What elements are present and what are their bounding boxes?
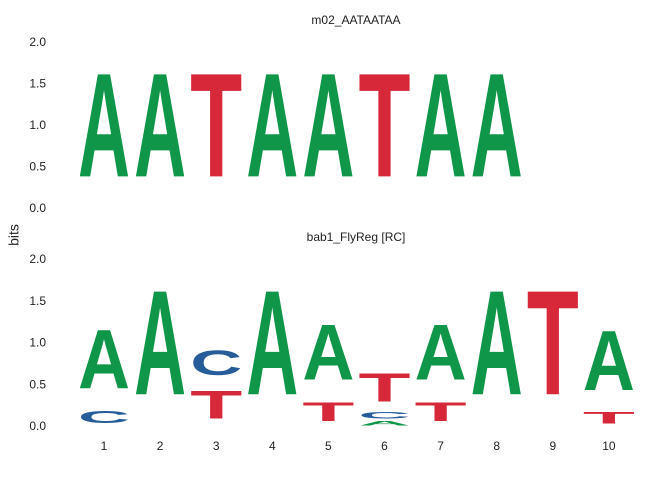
y-tick-label: 0.5	[29, 160, 46, 174]
letter: A	[471, 259, 523, 426]
letter-glyph: T	[359, 365, 411, 410]
letter-glyph: T	[527, 259, 579, 426]
x-tick-label: 5	[325, 439, 332, 453]
letter: A	[78, 312, 130, 407]
y-tick-label: 1.0	[29, 336, 46, 350]
letter: A	[302, 43, 354, 208]
letter: C	[78, 407, 130, 427]
x-tick-label: 3	[213, 439, 220, 453]
letter: A	[415, 43, 467, 208]
letter: T	[190, 383, 242, 427]
y-tick-label: 0.0	[29, 201, 46, 215]
letter: T	[190, 43, 242, 209]
x-tick-label: 2	[157, 439, 164, 453]
panel-title: m02_AATAATAA	[311, 13, 400, 27]
letter-glyph: T	[190, 43, 242, 209]
y-tick-label: 2.0	[29, 35, 46, 49]
letter: A	[302, 310, 354, 398]
x-tick-label: 7	[437, 439, 444, 453]
y-tick-label: 2.0	[29, 252, 46, 266]
x-tick-label: 10	[602, 439, 616, 453]
letter-glyph: A	[415, 43, 467, 208]
letter-glyph: A	[471, 43, 523, 208]
letter: T	[527, 259, 579, 426]
letter-glyph: C	[190, 343, 242, 382]
y-tick-label: 0.0	[29, 419, 46, 433]
letter: A	[246, 259, 298, 426]
letter: A	[583, 312, 635, 408]
letter-glyph: A	[78, 312, 130, 407]
letter: T	[359, 365, 411, 410]
letter-glyph: T	[415, 397, 467, 427]
letter-glyph: A	[246, 259, 298, 426]
letter-glyph: A	[359, 420, 411, 427]
x-tick-label: 9	[549, 439, 556, 453]
letter-glyph: T	[359, 43, 411, 209]
letter-glyph: A	[134, 259, 186, 426]
letter: A	[471, 43, 523, 208]
letter: A	[246, 43, 298, 208]
y-tick-label: 1.5	[29, 294, 46, 308]
letter-glyph: A	[78, 43, 130, 208]
letter-glyph: A	[583, 312, 635, 408]
y-tick-label: 0.5	[29, 377, 46, 391]
letter: A	[134, 259, 186, 426]
letter-glyph: T	[302, 397, 354, 427]
x-tick-label: 4	[269, 439, 276, 453]
letter: T	[359, 43, 411, 209]
letter-glyph: A	[302, 43, 354, 208]
letter: T	[415, 397, 467, 427]
x-tick-label: 8	[493, 439, 500, 453]
x-tick-label: 6	[381, 439, 388, 453]
letter-glyph: A	[134, 43, 186, 208]
letter-glyph: A	[302, 310, 354, 398]
letter-glyph: C	[78, 407, 130, 427]
x-tick-label: 1	[101, 439, 108, 453]
y-axis-label: bits	[6, 224, 22, 246]
letter: T	[302, 397, 354, 427]
panel-title: bab1_FlyReg [RC]	[307, 230, 406, 244]
letter: C	[190, 343, 242, 382]
y-tick-label: 1.0	[29, 118, 46, 132]
letter-glyph: A	[415, 310, 467, 398]
letter-glyph: C	[359, 410, 411, 420]
letter: A	[415, 310, 467, 398]
letter: A	[78, 43, 130, 208]
letter: C	[359, 410, 411, 420]
letter: A	[134, 43, 186, 208]
y-tick-label: 1.5	[29, 77, 46, 91]
letter-glyph: T	[583, 409, 635, 427]
letter-glyph: A	[471, 259, 523, 426]
letter: A	[359, 420, 411, 427]
letter: T	[583, 409, 635, 427]
letter-glyph: T	[190, 383, 242, 427]
letter-glyph: A	[246, 43, 298, 208]
